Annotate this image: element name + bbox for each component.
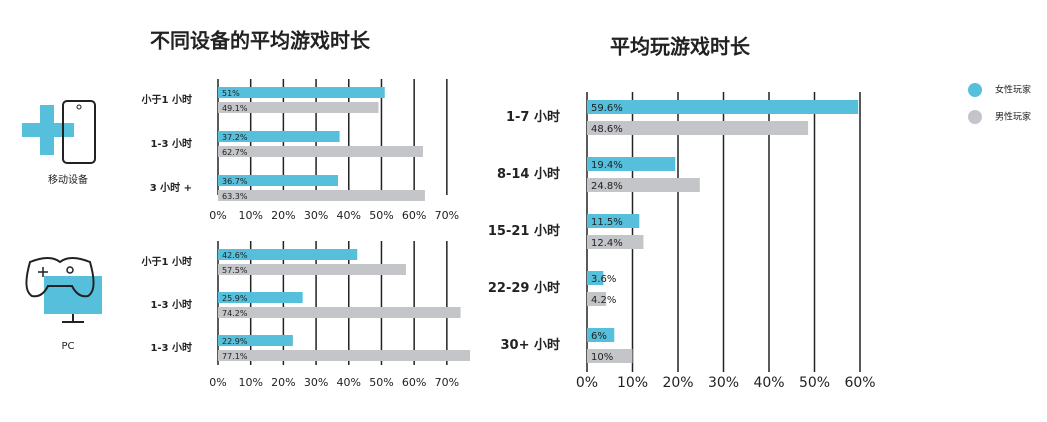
x-tick-label: 50%	[799, 375, 830, 391]
value-label: 6%	[591, 331, 607, 342]
x-tick-label: 20%	[662, 375, 693, 391]
bar	[218, 190, 425, 201]
x-tick-label: 50%	[369, 209, 393, 222]
bar	[218, 249, 358, 260]
bar	[587, 157, 676, 171]
device-label: PC	[61, 341, 74, 352]
x-tick-label: 70%	[435, 376, 459, 389]
value-label: 49.1%	[222, 104, 248, 113]
value-label: 42.6%	[222, 251, 248, 260]
x-tick-label: 30%	[304, 209, 328, 222]
bar	[587, 349, 633, 363]
value-label: 4.2%	[591, 295, 616, 306]
category-label: 1-3 小时	[150, 341, 192, 354]
x-tick-label: 30%	[708, 375, 739, 391]
value-label: 57.5%	[222, 266, 248, 275]
category-label: 3 小时 +	[150, 181, 192, 194]
bar	[218, 102, 379, 113]
x-tick-label: 0%	[209, 376, 226, 389]
category-label: 22-29 小时	[488, 280, 560, 296]
x-tick-label: 50%	[369, 376, 393, 389]
value-label: 10%	[591, 352, 613, 363]
bar	[587, 328, 615, 342]
bar	[218, 335, 293, 346]
x-tick-label: 60%	[844, 375, 875, 391]
x-tick-label: 0%	[576, 375, 598, 391]
x-tick-label: 10%	[238, 209, 262, 222]
bar	[587, 235, 644, 249]
value-label: 62.7%	[222, 148, 248, 157]
x-tick-label: 40%	[337, 209, 361, 222]
bar	[218, 146, 423, 157]
device-label: 移动设备	[48, 173, 88, 186]
value-label: 63.3%	[222, 192, 248, 201]
x-tick-label: 60%	[402, 376, 426, 389]
category-label: 小于1 小时	[141, 255, 192, 268]
bar	[218, 87, 385, 98]
value-label: 19.4%	[591, 160, 623, 171]
category-label: 1-3 小时	[150, 298, 192, 311]
x-tick-label: 20%	[271, 376, 295, 389]
category-label: 30+ 小时	[500, 337, 560, 353]
bar	[218, 175, 338, 186]
value-label: 12.4%	[591, 238, 623, 249]
bar	[587, 100, 859, 114]
bar	[587, 121, 809, 135]
value-label: 74.2%	[222, 309, 248, 318]
legend-marker	[968, 83, 982, 97]
legend-label: 女性玩家	[995, 84, 1031, 96]
bar	[218, 307, 461, 318]
x-tick-label: 30%	[304, 376, 328, 389]
category-label: 1-3 小时	[150, 137, 192, 150]
bar	[587, 271, 604, 285]
x-tick-label: 10%	[238, 376, 262, 389]
value-label: 51%	[222, 89, 240, 98]
bar	[218, 292, 303, 303]
bar	[587, 178, 700, 192]
x-tick-label: 40%	[337, 376, 361, 389]
category-label: 8-14 小时	[497, 166, 560, 182]
bar	[218, 131, 340, 142]
value-label: 11.5%	[591, 217, 623, 228]
mobile-icon	[22, 100, 96, 164]
chart-title: 不同设备的平均游戏时长	[150, 29, 371, 53]
x-tick-label: 70%	[435, 209, 459, 222]
value-label: 25.9%	[222, 294, 248, 303]
value-label: 77.1%	[222, 352, 248, 361]
value-label: 24.8%	[591, 181, 623, 192]
x-tick-label: 40%	[753, 375, 784, 391]
category-label: 小于1 小时	[141, 93, 192, 106]
value-label: 3.6%	[591, 274, 616, 285]
bar	[587, 292, 607, 306]
bar	[218, 350, 471, 361]
legend-label: 男性玩家	[995, 111, 1031, 123]
bar	[218, 264, 406, 275]
x-tick-label: 0%	[209, 209, 226, 222]
value-label: 37.2%	[222, 133, 248, 142]
legend-marker	[968, 110, 982, 124]
chart-title: 平均玩游戏时长	[610, 35, 751, 59]
category-label: 15-21 小时	[488, 223, 560, 239]
value-label: 22.9%	[222, 337, 248, 346]
pc-icon	[25, 257, 102, 323]
value-label: 59.6%	[591, 103, 623, 114]
bar	[587, 214, 640, 228]
x-tick-label: 60%	[402, 209, 426, 222]
value-label: 48.6%	[591, 124, 623, 135]
category-label: 1-7 小时	[506, 109, 560, 125]
x-tick-label: 20%	[271, 209, 295, 222]
x-tick-label: 10%	[617, 375, 648, 391]
value-label: 36.7%	[222, 177, 248, 186]
